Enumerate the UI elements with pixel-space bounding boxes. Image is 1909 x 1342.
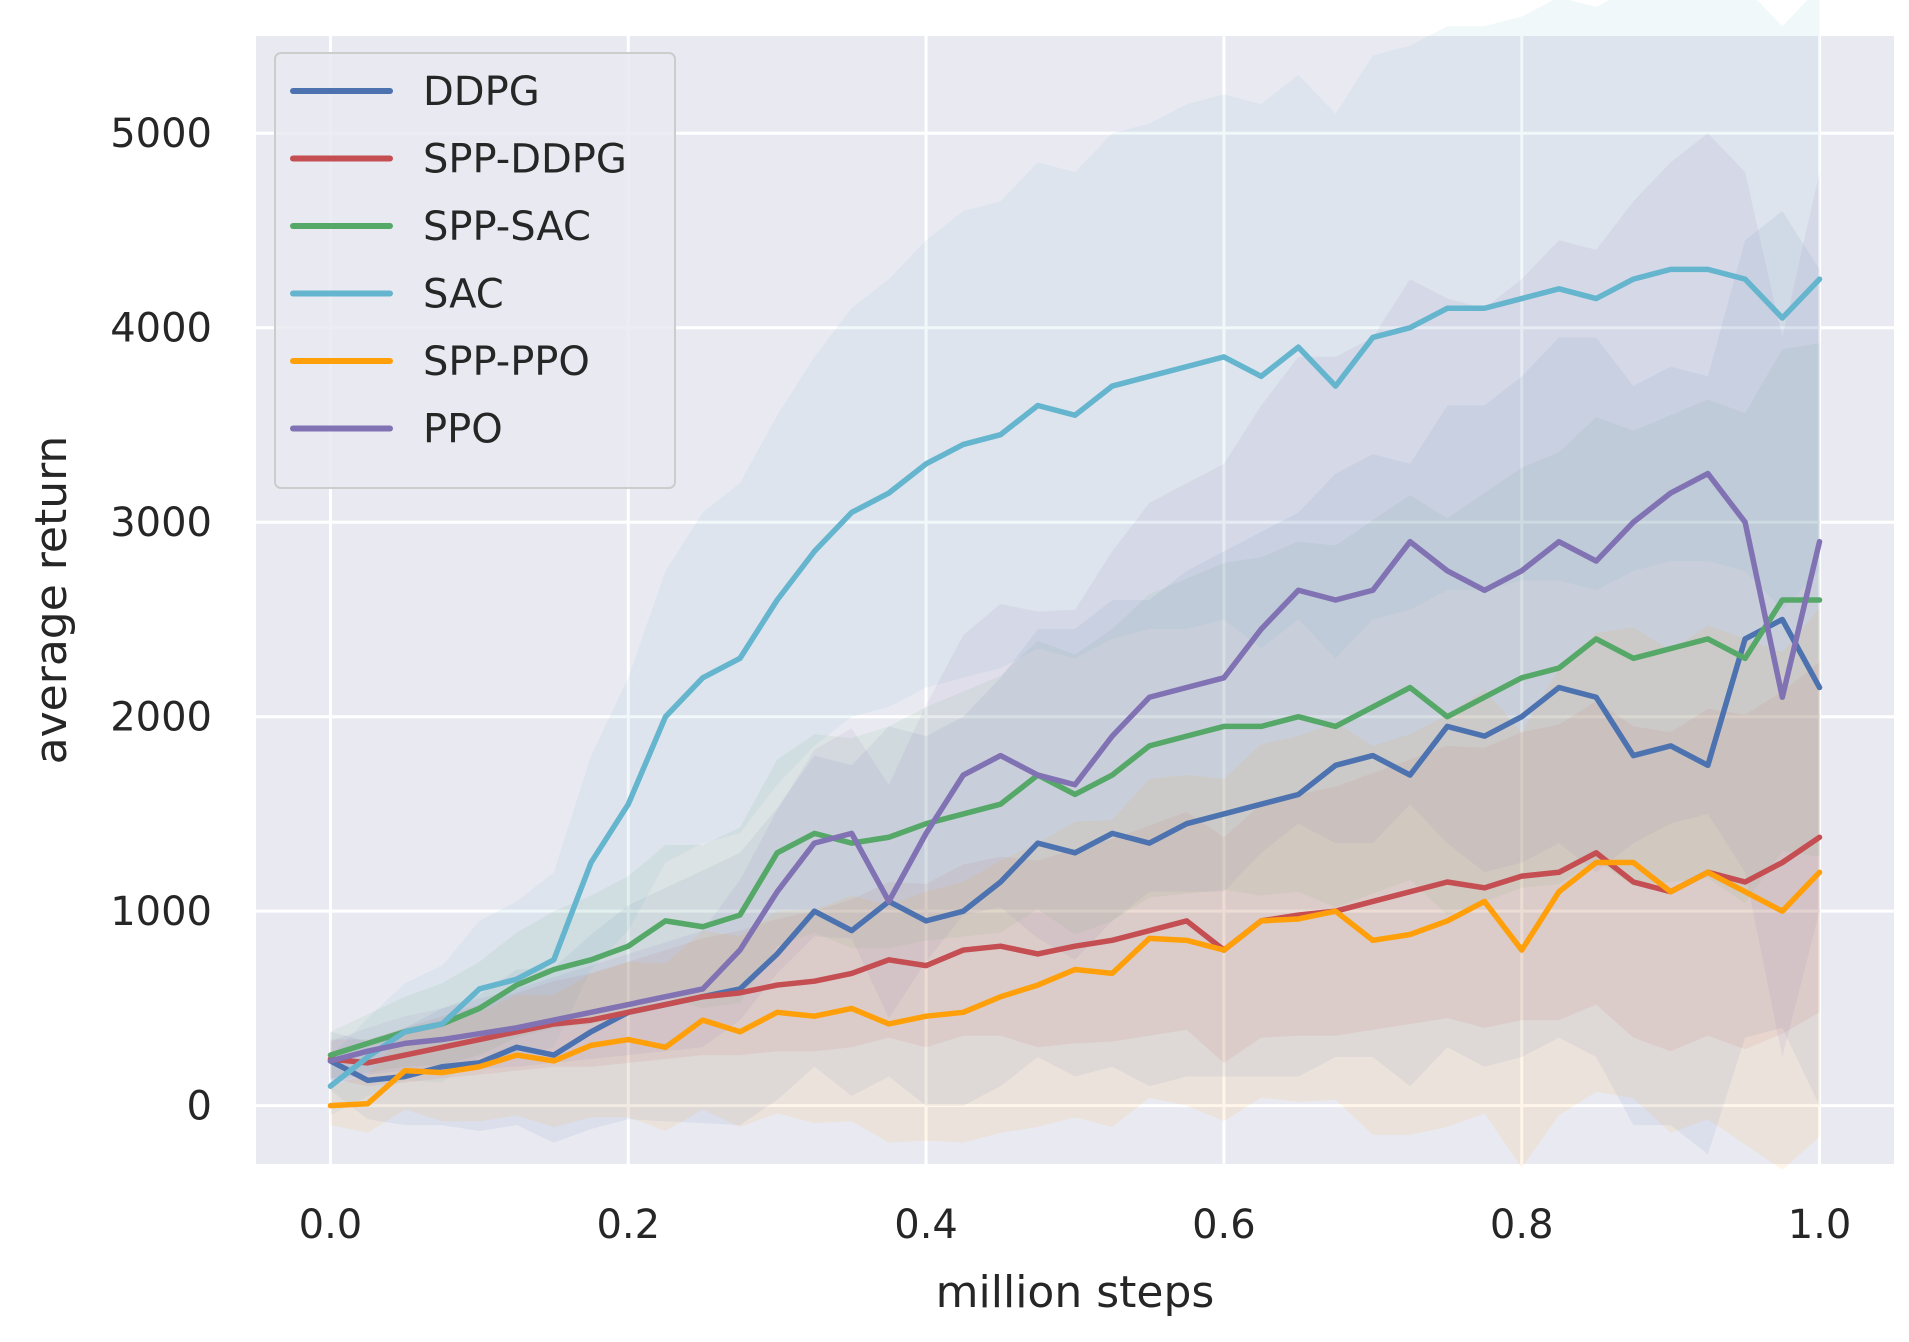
legend-box bbox=[274, 52, 676, 489]
y-tick-label: 0 bbox=[187, 1084, 212, 1130]
series-line-ddpg bbox=[327, 616, 1823, 1084]
band-spp-ddpg bbox=[330, 662, 1820, 1087]
series-line-sac bbox=[327, 266, 1823, 1089]
legend: DDPG SPP-DDPG SPP-SAC SAC SPP-PPO PPO bbox=[274, 52, 676, 489]
legend-label-spp-ddpg: SPP-DDPG bbox=[423, 137, 627, 183]
y-tick-label: 4000 bbox=[110, 306, 212, 352]
series-lines bbox=[327, 266, 1823, 1109]
y-axis-label: average return bbox=[26, 436, 77, 765]
x-tick-label: 0.8 bbox=[1490, 1202, 1554, 1248]
x-tick-label: 0.6 bbox=[1192, 1202, 1256, 1248]
legend-label-ddpg: DDPG bbox=[423, 69, 540, 115]
legend-label-spp-ppo: SPP-PPO bbox=[423, 339, 590, 385]
band-spp-ppo bbox=[330, 607, 1820, 1170]
x-tick-label: 0.4 bbox=[894, 1202, 958, 1248]
y-axis-ticks: 0 1000 2000 3000 4000 5000 bbox=[110, 111, 212, 1129]
band-sac bbox=[330, 0, 1820, 1116]
y-tick-label: 3000 bbox=[110, 500, 212, 546]
y-tick-label: 1000 bbox=[110, 889, 212, 935]
x-tick-label: 0.2 bbox=[596, 1202, 660, 1248]
x-tick-label: 1.0 bbox=[1788, 1202, 1852, 1248]
grid bbox=[256, 36, 1894, 1164]
y-tick-label: 2000 bbox=[110, 695, 212, 741]
series-line-spp-ppo bbox=[327, 859, 1823, 1109]
band-spp-sac bbox=[330, 343, 1820, 1079]
series-line-spp-sac bbox=[327, 597, 1823, 1058]
legend-label-sac: SAC bbox=[423, 272, 504, 318]
x-axis-label: million steps bbox=[936, 1267, 1215, 1318]
legend-label-spp-sac: SPP-SAC bbox=[423, 204, 591, 250]
band-ppo bbox=[330, 133, 1820, 1081]
x-axis-ticks: 0.0 0.2 0.4 0.6 0.8 1.0 bbox=[299, 1202, 1852, 1248]
legend-label-ppo: PPO bbox=[423, 407, 503, 453]
series-line-ppo bbox=[327, 470, 1823, 1064]
series-line-spp-ddpg bbox=[327, 834, 1823, 1066]
y-tick-label: 5000 bbox=[110, 111, 212, 157]
x-tick-label: 0.0 bbox=[299, 1202, 363, 1248]
